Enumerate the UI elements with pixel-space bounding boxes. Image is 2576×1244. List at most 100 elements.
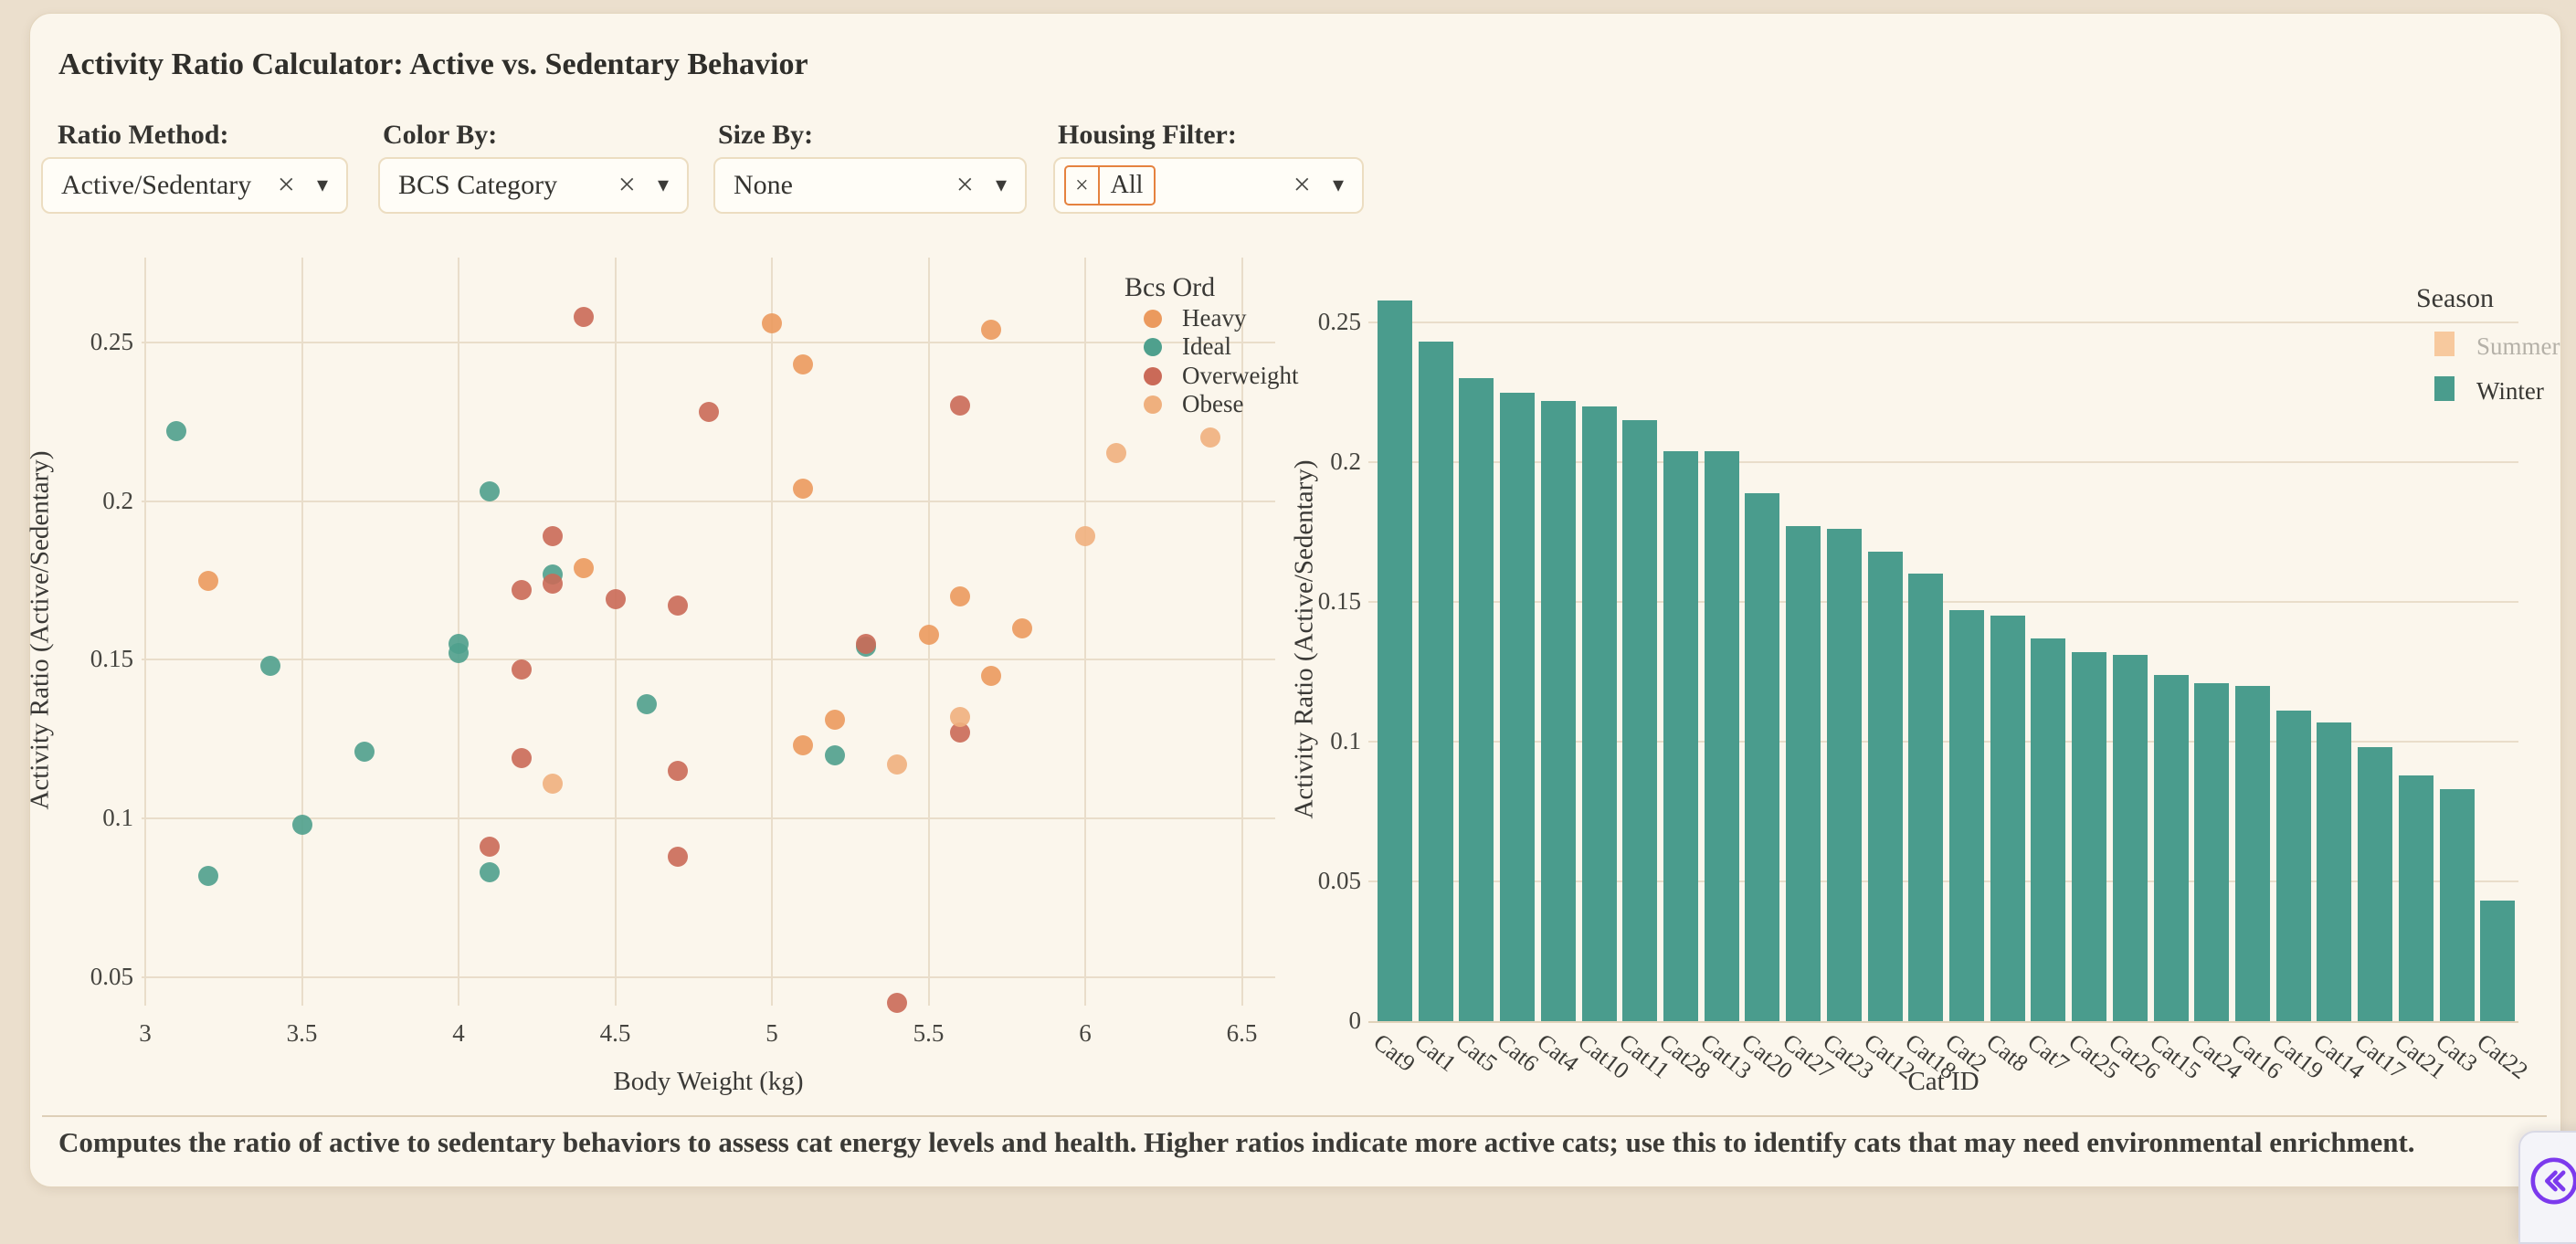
legend-item-ideal[interactable]: Ideal [1182, 332, 1231, 361]
legend-swatch-overweight[interactable] [1144, 366, 1162, 385]
scatter-point[interactable] [574, 306, 595, 327]
legend-swatch-heavy[interactable] [1144, 310, 1162, 328]
housing-filter-chip[interactable]: × All [1064, 165, 1156, 206]
bar-cat5[interactable] [1459, 378, 1494, 1021]
scatter-point[interactable] [511, 659, 532, 680]
collapse-panel-button[interactable] [2518, 1131, 2576, 1244]
scatter-point[interactable] [824, 710, 845, 731]
scatter-point[interactable] [949, 585, 970, 606]
scatter-point[interactable] [574, 557, 595, 578]
legend-item-overweight[interactable]: Overweight [1182, 361, 1299, 389]
legend-swatch-summer[interactable] [2434, 332, 2455, 356]
bar-cat21[interactable] [2398, 775, 2433, 1021]
scatter-point[interactable] [793, 478, 814, 499]
bar-cat26[interactable] [2112, 655, 2148, 1021]
scatter-point[interactable] [605, 589, 626, 610]
bar-cat13[interactable] [1704, 450, 1739, 1021]
scatter-point[interactable] [949, 706, 970, 727]
scatter-point[interactable] [1106, 443, 1127, 464]
scatter-point[interactable] [511, 579, 532, 600]
scatter-point[interactable] [949, 722, 970, 743]
bar-cat2[interactable] [1949, 610, 1984, 1021]
housing-filter-select[interactable]: × All × ▾ [1053, 157, 1364, 214]
bar-cat9[interactable] [1378, 300, 1412, 1021]
bar-cat7[interactable] [2031, 638, 2066, 1021]
bar-cat19[interactable] [2275, 711, 2311, 1021]
legend-item-heavy[interactable]: Heavy [1182, 304, 1247, 332]
scatter-point[interactable] [166, 421, 187, 442]
scatter-point[interactable] [197, 865, 218, 886]
bar-cat4[interactable] [1540, 400, 1576, 1021]
scatter-point[interactable] [981, 319, 1002, 340]
scatter-point[interactable] [542, 773, 563, 794]
scatter-point[interactable] [793, 354, 814, 375]
clear-icon[interactable]: × [618, 168, 636, 202]
size-by-select[interactable]: None × ▾ [713, 157, 1027, 214]
clear-icon[interactable]: × [955, 168, 974, 202]
bar-cat3[interactable] [2439, 789, 2475, 1021]
scatter-point[interactable] [449, 643, 469, 664]
scatter-point[interactable] [542, 525, 563, 546]
scatter-point[interactable] [699, 402, 720, 423]
bar-cat23[interactable] [1826, 529, 1862, 1021]
scatter-point[interactable] [668, 761, 689, 782]
scatter-point[interactable] [981, 665, 1002, 686]
caret-down-icon[interactable]: ▾ [995, 174, 1007, 197]
scatter-point[interactable] [480, 481, 501, 502]
scatter-point[interactable] [291, 815, 312, 836]
legend-item-summer[interactable]: Summer [2476, 332, 2560, 360]
bar-cat15[interactable] [2153, 674, 2189, 1021]
caret-down-icon[interactable]: ▾ [1332, 174, 1344, 197]
bar-cat20[interactable] [1745, 492, 1780, 1021]
bar-cat28[interactable] [1663, 450, 1698, 1021]
scatter-point[interactable] [1200, 427, 1221, 448]
legend-swatch-winter[interactable] [2434, 376, 2455, 401]
scatter-point[interactable] [1012, 617, 1033, 638]
legend-item-obese[interactable]: Obese [1182, 389, 1244, 417]
caret-down-icon[interactable]: ▾ [316, 174, 328, 197]
scatter-point[interactable] [668, 846, 689, 867]
ratio-method-select[interactable]: Active/Sedentary × ▾ [41, 157, 348, 214]
scatter-point[interactable] [636, 694, 657, 715]
bar-cat17[interactable] [2358, 747, 2393, 1021]
bar-cat24[interactable] [2194, 682, 2230, 1021]
scatter-point[interactable] [511, 748, 532, 769]
scatter-point[interactable] [197, 570, 218, 591]
scatter-point[interactable] [1075, 525, 1095, 546]
scatter-point[interactable] [887, 754, 908, 775]
bar-cat6[interactable] [1500, 392, 1536, 1021]
scatter-point[interactable] [260, 656, 281, 677]
legend-item-winter[interactable]: Winter [2476, 377, 2544, 405]
scatter-point[interactable] [918, 624, 939, 645]
chip-remove-icon[interactable]: × [1066, 167, 1100, 204]
bar-cat18[interactable] [1908, 574, 1944, 1021]
bar-cat27[interactable] [1786, 526, 1821, 1021]
bar-cat8[interactable] [1990, 616, 2025, 1021]
bar-cat22[interactable] [2480, 901, 2516, 1021]
scatter-point[interactable] [542, 573, 563, 594]
bar-cat16[interactable] [2235, 685, 2270, 1021]
bar-cat10[interactable] [1581, 406, 1617, 1021]
gridline-vertical [614, 258, 617, 1006]
scatter-point[interactable] [855, 634, 876, 655]
legend-swatch-obese[interactable] [1144, 395, 1162, 414]
scatter-point[interactable] [887, 992, 908, 1013]
bar-cat14[interactable] [2317, 722, 2352, 1021]
scatter-point[interactable] [354, 742, 375, 763]
clear-icon[interactable]: × [1293, 168, 1311, 202]
caret-down-icon[interactable]: ▾ [657, 174, 669, 197]
scatter-point[interactable] [480, 862, 501, 883]
scatter-point[interactable] [949, 395, 970, 416]
bar-cat11[interactable] [1622, 420, 1658, 1021]
legend-swatch-ideal[interactable] [1144, 338, 1162, 357]
bar-cat1[interactable] [1418, 342, 1453, 1021]
clear-icon[interactable]: × [277, 168, 295, 202]
scatter-point[interactable] [762, 312, 782, 333]
scatter-point[interactable] [793, 735, 814, 756]
color-by-select[interactable]: BCS Category × ▾ [378, 157, 689, 214]
scatter-point[interactable] [824, 744, 845, 765]
bar-cat12[interactable] [1867, 551, 1903, 1021]
scatter-point[interactable] [668, 596, 689, 617]
bar-cat25[interactable] [2072, 652, 2107, 1021]
scatter-point[interactable] [480, 837, 501, 858]
